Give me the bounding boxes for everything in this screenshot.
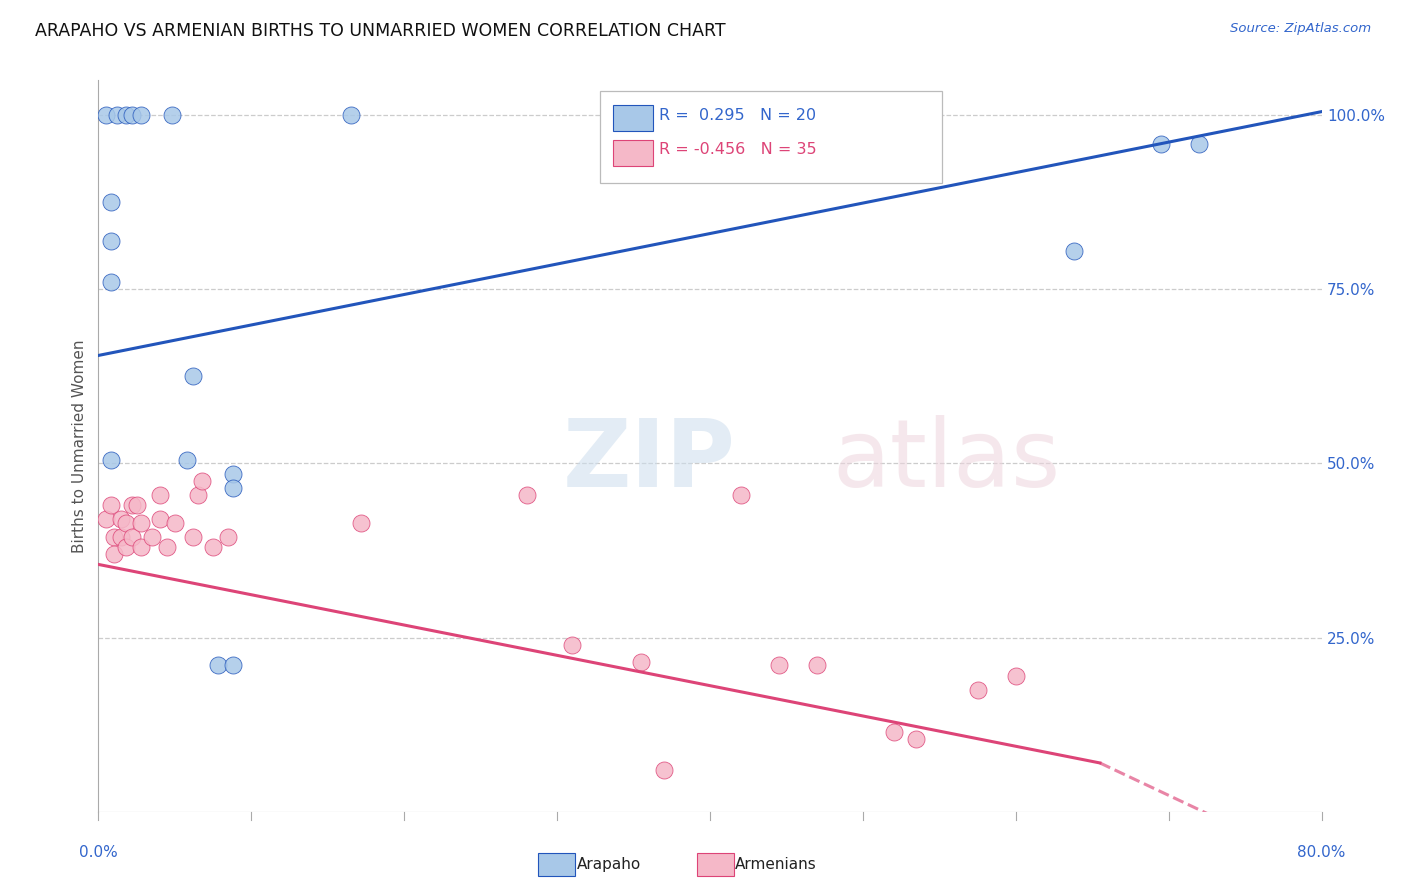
FancyBboxPatch shape (600, 91, 942, 183)
Point (768, 658, 790, 673)
Point (121, 530, 143, 544)
Point (100, 195, 122, 210)
Point (350, 516, 373, 530)
Point (100, 234, 122, 248)
Text: atlas: atlas (832, 415, 1060, 507)
Point (121, 108, 143, 122)
Point (125, 498, 148, 512)
Y-axis label: Births to Unmarried Women: Births to Unmarried Women (72, 339, 87, 553)
Point (652, 763, 675, 777)
Text: R =  0.295   N = 20: R = 0.295 N = 20 (658, 108, 815, 123)
Text: Arapaho: Arapaho (576, 857, 641, 871)
Text: ZIP: ZIP (564, 415, 737, 507)
Text: Source: ZipAtlas.com: Source: ZipAtlas.com (1230, 22, 1371, 36)
FancyBboxPatch shape (613, 105, 652, 131)
Point (129, 540, 152, 554)
Point (207, 658, 229, 673)
Point (115, 516, 138, 530)
Point (883, 724, 905, 739)
Point (160, 108, 183, 122)
Point (156, 540, 179, 554)
Point (110, 512, 132, 526)
Point (149, 488, 172, 502)
Text: Armenians: Armenians (735, 857, 817, 871)
FancyBboxPatch shape (613, 139, 652, 166)
Point (966, 682, 988, 697)
Point (149, 512, 172, 526)
Point (181, 369, 204, 384)
Point (339, 108, 361, 122)
Point (561, 638, 583, 652)
Point (100, 275, 122, 289)
Point (129, 108, 152, 122)
Point (100, 453, 122, 467)
Point (94, 108, 117, 122)
Point (115, 540, 138, 554)
Point (730, 488, 752, 502)
Text: 0.0%: 0.0% (79, 845, 118, 860)
Point (163, 516, 186, 530)
Point (187, 488, 209, 502)
Point (103, 547, 125, 561)
Point (1188, 137, 1211, 152)
Text: 80.0%: 80.0% (1298, 845, 1346, 860)
Point (115, 108, 138, 122)
Point (202, 540, 225, 554)
Point (1004, 669, 1026, 683)
Text: ARAPAHO VS ARMENIAN BIRTHS TO UNMARRIED WOMEN CORRELATION CHART: ARAPAHO VS ARMENIAN BIRTHS TO UNMARRIED … (35, 22, 725, 40)
Point (1063, 244, 1085, 258)
Point (105, 108, 128, 122)
Point (176, 453, 198, 467)
Point (222, 467, 245, 481)
Point (181, 530, 204, 544)
Point (94, 512, 117, 526)
Point (141, 530, 163, 544)
Point (1150, 137, 1173, 152)
Point (191, 474, 214, 488)
Point (222, 481, 245, 495)
Point (129, 516, 152, 530)
Point (103, 530, 125, 544)
Point (217, 530, 239, 544)
Point (516, 488, 538, 502)
Point (905, 731, 928, 746)
Point (100, 498, 122, 512)
Text: R = -0.456   N = 35: R = -0.456 N = 35 (658, 142, 817, 157)
Point (806, 658, 828, 673)
Point (110, 530, 132, 544)
Point (222, 658, 245, 673)
Point (630, 655, 652, 669)
Point (121, 498, 143, 512)
